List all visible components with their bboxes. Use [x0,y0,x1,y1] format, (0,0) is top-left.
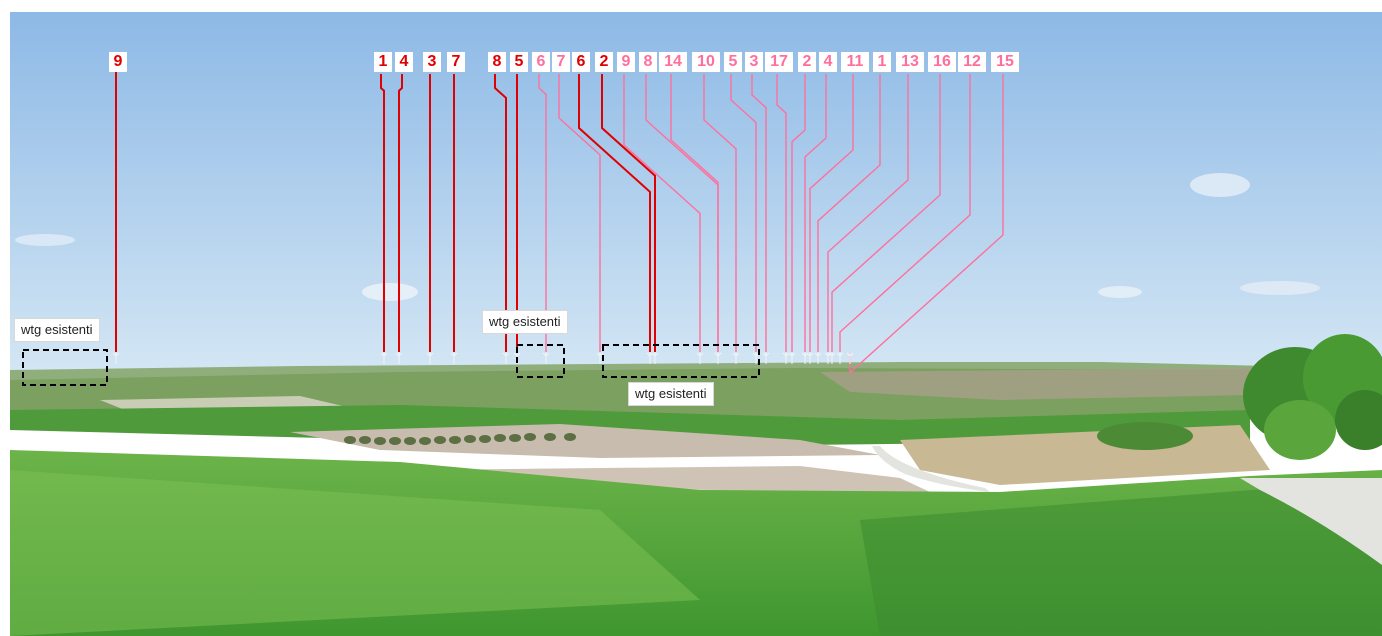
turbine-glyph [801,352,809,364]
foreground-light [10,470,700,636]
turbine-label: 8 [488,52,506,72]
cloud [1190,173,1250,197]
tree-row [344,433,576,445]
turbine-label: 16 [928,52,956,72]
existing-box-left [22,349,108,386]
turbine-glyph [651,352,659,364]
turbine-label: 4 [819,52,837,72]
cloud [1240,281,1320,295]
gravel-road [1240,478,1382,565]
sky [10,12,1382,372]
turbine-label: 10 [692,52,720,72]
turbine-glyph [732,352,740,364]
turbine-glyph [380,352,388,364]
turbine-label: 9 [109,52,127,72]
leader-line [670,74,719,352]
turbine-label: 7 [552,52,570,72]
dirt-road [872,446,990,492]
turbine-glyph [696,352,704,364]
turbine-label: 6 [572,52,590,72]
leader-line [791,74,806,352]
leader-line [730,74,757,352]
leader-line [558,74,601,352]
ploughed-field [290,424,880,458]
cloud [15,234,75,246]
existing-box-right [602,344,760,378]
turbine-label: 7 [447,52,465,72]
brown-strip [820,368,1250,400]
turbine-glyph [806,352,814,364]
leader-line [623,74,701,352]
leader-line [398,74,403,352]
turbine-glyph [788,352,796,364]
turbine-label: 12 [958,52,986,72]
turbine-label: 1 [873,52,891,72]
leader-line [776,74,787,352]
turbine-label: 9 [617,52,635,72]
turbine-label: 11 [841,52,869,72]
turbine-glyph [450,352,458,364]
turbine-glyph [646,352,654,364]
leader-line [601,74,656,352]
turbine-glyph [846,352,854,364]
cloud [1098,286,1142,298]
turbine-label: 2 [798,52,816,72]
turbine-label: 13 [896,52,924,72]
turbine-glyph [542,352,550,364]
turbine-glyph [596,352,604,364]
turbine-label: 8 [639,52,657,72]
leader-line [703,74,737,352]
turbine-glyph [828,352,836,364]
turbine-glyph [782,352,790,364]
turbine-label: 5 [724,52,742,72]
turbine-label: 15 [991,52,1019,72]
bush [1097,422,1193,450]
foreground-dark [860,480,1382,636]
turbine-label: 5 [510,52,528,72]
leader-line [817,74,881,352]
leader-line [809,74,854,352]
leader-line [380,74,385,352]
leader-line [831,74,941,352]
leader-line [538,74,547,352]
turbine-label: 6 [532,52,550,72]
turbine-glyph [112,352,120,364]
leader-line [804,74,827,352]
cloud [362,283,418,301]
turbine-glyph [426,352,434,364]
turbine-glyph [714,352,722,364]
turbine-glyph [502,352,510,364]
turbine-label: 14 [659,52,687,72]
leader-line [839,74,971,352]
turbine-markers [112,352,854,364]
callout-existing-lower: wtg esistenti [628,382,714,406]
turbine-label: 3 [745,52,763,72]
turbine-glyph [824,352,832,364]
leader-line [827,74,909,352]
turbine-label: 4 [395,52,413,72]
leader-line [578,74,651,352]
turbine-label: 1 [374,52,392,72]
turbine-glyph [836,352,844,364]
turbine-glyph [762,352,770,364]
turbine-glyph [395,352,403,364]
existing-box-center [516,344,565,378]
turbine-label: 3 [423,52,441,72]
callout-existing-left: wtg esistenti [14,318,100,342]
leader-line [751,74,767,352]
tree-cluster [1243,334,1382,460]
turbine-glyph [814,352,822,364]
leader-lines [115,72,1004,375]
callout-existing-center: wtg esistenti [482,310,568,334]
turbine-glyph [752,352,760,364]
turbine-label: 17 [765,52,793,72]
leader-line [494,74,507,352]
turbine-label: 2 [595,52,613,72]
